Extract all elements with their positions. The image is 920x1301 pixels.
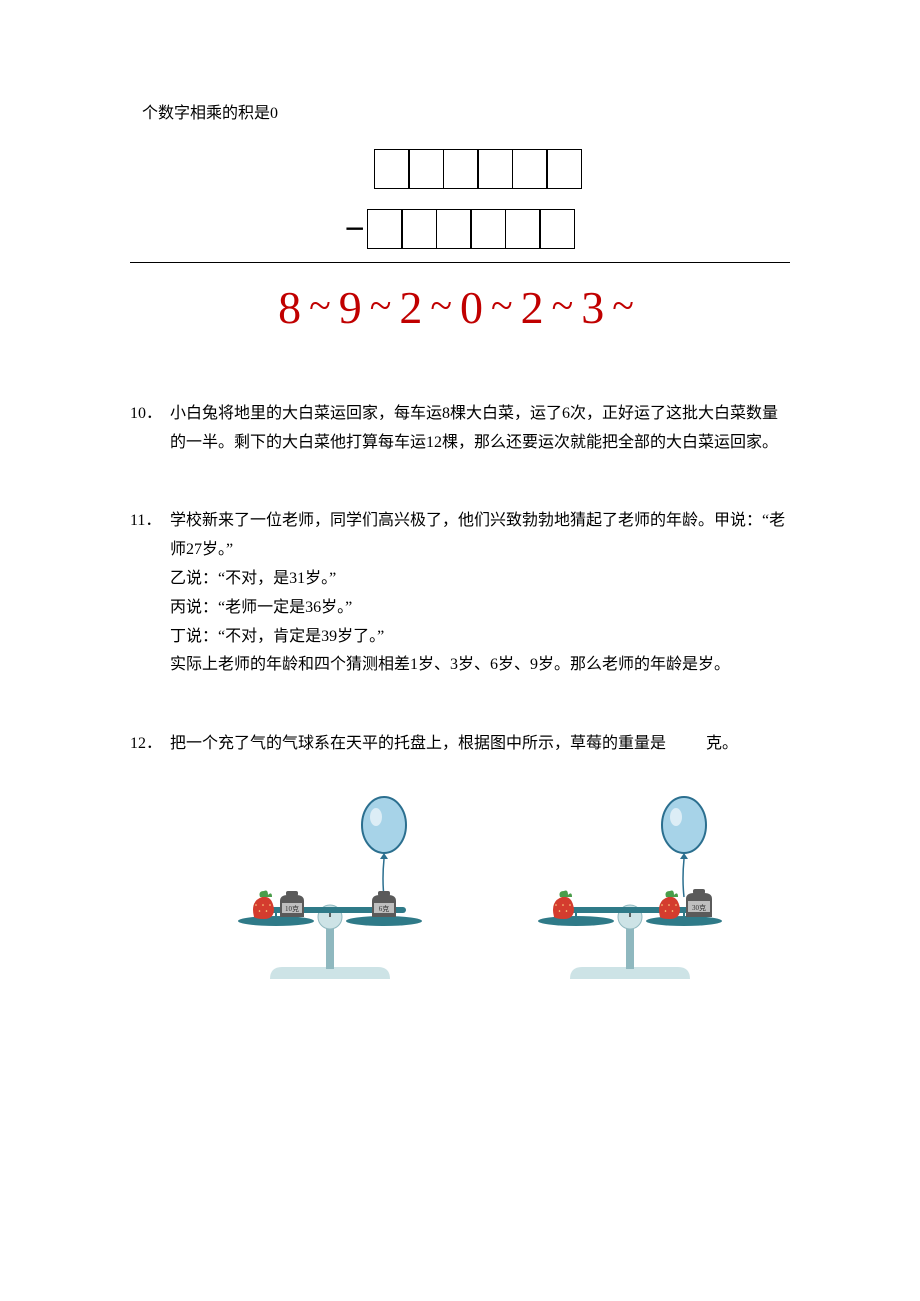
question-12-number: 12． [130,730,170,989]
subtrahend-box [436,209,472,249]
scale-left: 10克 6克 [210,779,450,989]
question-12-body: 把一个充了气的气球系在天平的托盘上，根据图中所示，草莓的重量是 克。 10克 6克 … [170,730,790,989]
subtraction-result: 8~9~2~0~2~3~ [130,267,790,350]
q11-line-e: 实际上老师的年龄和四个猜测相差1岁、3岁、6岁、9岁。那么老师的年龄是岁。 [170,651,790,680]
scale-right: 30克 [510,779,750,989]
q12-text-pre: 把一个充了气的气球系在天平的托盘上，根据图中所示，草莓的重量是 [170,735,666,752]
question-11-body: 学校新来了一位老师，同学们高兴极了，他们兴致勃勃地猜起了老师的年龄。甲说：“老师… [170,507,790,680]
svg-text:30克: 30克 [692,904,706,912]
question-11: 11． 学校新来了一位老师，同学们高兴极了，他们兴致勃勃地猜起了老师的年龄。甲说… [130,507,790,680]
svg-text:6克: 6克 [379,905,390,913]
question-12: 12． 把一个充了气的气球系在天平的托盘上，根据图中所示，草莓的重量是 克。 10… [130,730,790,989]
question-10-body: 小白兔将地里的大白菜运回家，每车运8棵大白菜，运了6次，正好运了这批大白菜数量的… [170,400,790,458]
subtraction-subtrahend-row: − [130,199,790,260]
scales-row: 10克 6克 30克 [170,779,790,989]
minuend-box [477,149,513,189]
question-11-number: 11． [130,507,170,680]
subtrahend-box [367,209,403,249]
fragment-top-text: 个数字相乘的积是0 [142,100,790,129]
q11-line-intro: 学校新来了一位老师，同学们高兴极了，他们兴致勃勃地猜起了老师的年龄。甲说：“老师… [170,507,790,565]
q11-line-b: 乙说：“不对，是31岁。” [170,565,790,594]
subtraction-rule-line [130,262,790,263]
q11-line-c: 丙说：“老师一定是36岁。” [170,594,790,623]
minuend-box [546,149,582,189]
subtrahend-box [401,209,437,249]
subtraction-minuend-row [166,149,790,189]
subtrahend-box [539,209,575,249]
minuend-box [443,149,479,189]
subtrahend-box [470,209,506,249]
question-10-number: 10． [130,400,170,458]
minuend-box [374,149,410,189]
subtraction-diagram: − 8~9~2~0~2~3~ [130,149,790,350]
question-10: 10． 小白兔将地里的大白菜运回家，每车运8棵大白菜，运了6次，正好运了这批大白… [130,400,790,458]
minuend-box [408,149,444,189]
minuend-box [512,149,548,189]
q11-line-d: 丁说：“不对，肯定是39岁了。” [170,623,790,652]
svg-text:10克: 10克 [285,905,299,913]
minus-sign: − [345,210,365,248]
subtrahend-box [505,209,541,249]
q12-text-post: 克。 [706,735,738,752]
